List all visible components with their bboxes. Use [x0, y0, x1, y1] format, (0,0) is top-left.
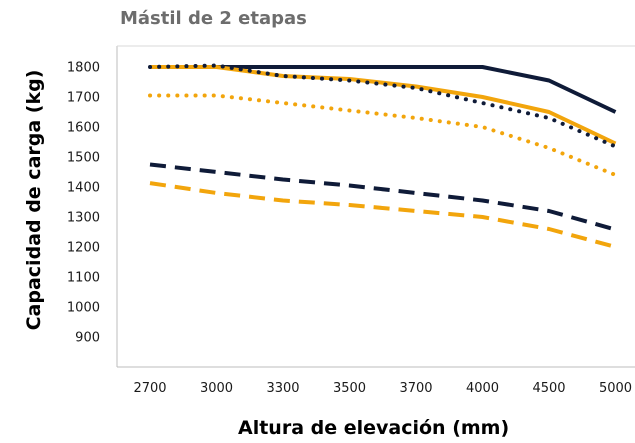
series-line-solid-orange — [150, 65, 617, 146]
y-tick-label: 1800 — [67, 61, 100, 76]
y-tick-label: 1200 — [67, 241, 100, 256]
series-line-dashed-navy — [149, 162, 617, 232]
chart-title: Mástil de 2 etapas — [120, 8, 307, 29]
x-tick-label: 3000 — [200, 381, 233, 396]
series-lines — [148, 63, 618, 249]
y-tick-label: 1500 — [67, 151, 100, 166]
series-line-solid-navy — [150, 65, 617, 114]
x-tick-label: 3500 — [333, 381, 366, 396]
series-line-dashed-orange — [149, 181, 617, 249]
x-tick-label: 4500 — [532, 381, 565, 396]
x-tick-label: 3700 — [399, 381, 432, 396]
y-tick-label: 1600 — [67, 121, 100, 136]
x-tick-label: 4000 — [466, 381, 499, 396]
y-tick-label: 1400 — [67, 181, 100, 196]
x-tick-label: 5000 — [599, 381, 632, 396]
y-tick-label: 1100 — [67, 271, 100, 286]
plot-frame — [116, 45, 635, 368]
y-tick-label: 900 — [75, 331, 100, 346]
y-tick-label: 1700 — [67, 91, 100, 106]
y-tick-label: 1300 — [67, 211, 100, 226]
series-line-dotted-orange — [148, 93, 618, 177]
y-tick-label: 1000 — [67, 301, 100, 316]
x-tick-label: 2700 — [133, 381, 166, 396]
series-line-dotted-navy — [148, 63, 618, 149]
x-tick-label: 3300 — [266, 381, 299, 396]
x-tick-labels: 2700 3000 3300 3500 3700 4000 4500 5000 — [133, 381, 632, 396]
x-axis-label: Altura de elevación (mm) — [238, 417, 510, 439]
y-tick-labels: 900 1000 1100 1200 1300 1400 1500 1600 1700 1800 — [67, 61, 100, 346]
